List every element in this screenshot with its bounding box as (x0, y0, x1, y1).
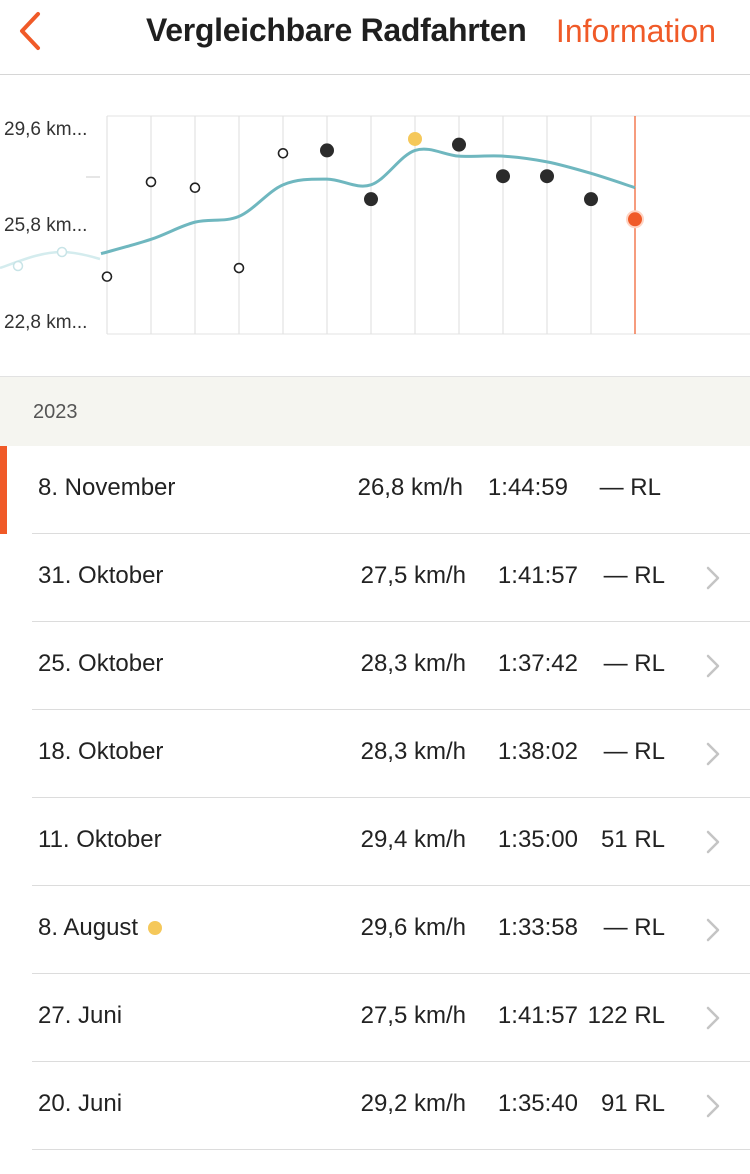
ride-time: 1:35:00 (497, 826, 578, 853)
ride-date-cell: 25. Oktober (38, 650, 163, 678)
best-ride-dot-icon (148, 921, 163, 935)
ride-speed: 27,5 km/h (360, 562, 466, 589)
ride-time: 1:37:42 (497, 650, 578, 677)
chevron-left-icon (20, 12, 40, 50)
speed-comparison-chart: 29,6 km... 25,8 km... 22,8 km... (0, 76, 750, 376)
ride-row[interactable]: 18. Oktober 28,3 km/h 1:38:02 — RL (0, 710, 750, 798)
row-divider (32, 797, 750, 798)
chevron-right-icon (706, 1006, 720, 1030)
best-data-point (408, 131, 422, 146)
ride-date-cell: 20. Juni (38, 1090, 122, 1118)
ride-rl: 51 RL (600, 826, 665, 853)
previous-data-point (56, 246, 68, 258)
ride-speed: 27,5 km/h (360, 1002, 466, 1029)
ride-date: 31. Oktober (38, 562, 164, 589)
ride-rl: 91 RL (600, 1090, 665, 1117)
ride-speed: 28,3 km/h (360, 650, 466, 677)
ride-rl: — RL (603, 650, 665, 677)
chevron-right-icon (706, 918, 720, 942)
chevron-right-icon (706, 654, 720, 678)
ride-time: 1:44:59 (487, 474, 568, 501)
ride-date: 20. Juni (38, 1090, 123, 1117)
page-title: Vergleichbare Radfahrten (146, 12, 527, 48)
ride-row[interactable]: 8. August 29,6 km/h 1:33:58 — RL (0, 886, 750, 974)
chevron-right-icon (706, 566, 720, 590)
ride-rl: — RL (603, 738, 665, 765)
chart-y-labels: 29,6 km... 25,8 km... 22,8 km... (4, 119, 87, 333)
ride-date: 11. Oktober (38, 826, 162, 853)
data-point (233, 262, 245, 274)
chart-grid (86, 115, 750, 335)
ride-time: 1:41:57 (497, 1002, 578, 1029)
ride-row[interactable]: 31. Oktober 27,5 km/h 1:41:57 — RL (0, 534, 750, 622)
ride-speed: 29,2 km/h (360, 1090, 466, 1117)
data-point (584, 192, 598, 207)
back-button[interactable] (12, 10, 52, 54)
ride-date-cell: 8. August (38, 914, 163, 942)
current-ride-indicator (0, 446, 7, 534)
data-point (101, 271, 113, 282)
data-point (540, 169, 554, 184)
y-tick-label-middle: 25,8 km... (4, 215, 87, 236)
chart-canvas: 29,6 km... 25,8 km... 22,8 km... (0, 115, 750, 335)
row-divider (32, 885, 750, 886)
ride-date: 27. Juni (38, 1002, 123, 1029)
y-tick-label-top: 29,6 km... (4, 119, 87, 140)
ride-speed: 29,6 km/h (360, 914, 466, 941)
year-section-header: 2023 (0, 376, 750, 446)
row-divider (32, 533, 750, 534)
ride-row[interactable]: 25. Oktober 28,3 km/h 1:37:42 — RL (0, 622, 750, 710)
navigation-bar: Vergleichbare Radfahrten Information (0, 0, 750, 75)
ride-date-cell: 11. Oktober (38, 826, 162, 854)
row-divider (32, 709, 750, 710)
ride-row[interactable]: 8. November 26,8 km/h 1:44:59 — RL (0, 446, 750, 534)
chevron-right-icon (706, 830, 720, 854)
ride-speed: 29,4 km/h (360, 826, 466, 853)
section-year-label: 2023 (33, 401, 78, 423)
data-point (364, 192, 378, 207)
ride-time: 1:33:58 (497, 914, 578, 941)
ride-rl: 122 RL (587, 1002, 665, 1029)
ride-rl: — RL (603, 914, 665, 941)
ride-time: 1:38:02 (497, 738, 578, 765)
y-tick-label-bottom: 22,8 km... (4, 312, 87, 333)
row-divider (32, 1149, 750, 1150)
data-point (452, 137, 466, 152)
ride-time: 1:41:57 (497, 562, 578, 589)
data-point (496, 169, 510, 184)
ride-row[interactable]: 27. Juni 27,5 km/h 1:41:57 122 RL (0, 974, 750, 1062)
chevron-right-icon (706, 1094, 720, 1118)
previous-data-point (12, 260, 24, 272)
ride-date: 8. November (38, 474, 176, 501)
data-point (277, 147, 289, 159)
ride-speed: 28,3 km/h (360, 738, 466, 765)
trend-line (100, 147, 636, 256)
chart-previous-series (0, 246, 101, 272)
information-button[interactable]: Information (555, 13, 716, 49)
ride-date-cell: 8. November (38, 474, 175, 502)
ride-date: 18. Oktober (38, 738, 164, 765)
chart-points (101, 131, 644, 282)
row-divider (32, 621, 750, 622)
data-point (145, 176, 157, 188)
ride-date-cell: 31. Oktober (38, 562, 163, 590)
ride-date: 25. Oktober (38, 650, 164, 677)
ride-row[interactable]: 20. Juni 29,2 km/h 1:35:40 91 RL (0, 1062, 750, 1150)
ride-row[interactable]: 11. Oktober 29,4 km/h 1:35:00 51 RL (0, 798, 750, 886)
ride-speed: 26,8 km/h (357, 474, 463, 501)
ride-date: 8. August (38, 914, 139, 941)
ride-rl: — RL (603, 562, 665, 589)
row-divider (32, 1061, 750, 1062)
data-point (189, 182, 201, 194)
ride-rl: — RL (599, 474, 661, 501)
ride-date-cell: 27. Juni (38, 1002, 122, 1030)
ride-list: 8. November 26,8 km/h 1:44:59— RL 31. Oktob… (0, 446, 750, 1150)
ride-date-cell: 18. Oktober (38, 738, 163, 766)
data-point (320, 143, 334, 158)
ride-time: 1:35:40 (497, 1090, 578, 1117)
current-data-point (626, 210, 644, 229)
chevron-right-icon (706, 742, 720, 766)
row-divider (32, 973, 750, 974)
